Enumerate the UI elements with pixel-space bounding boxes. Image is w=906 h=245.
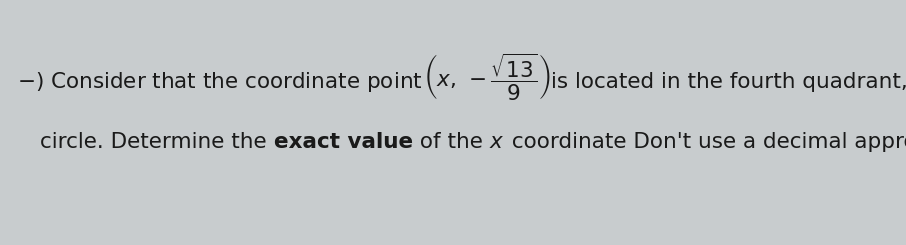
Text: $-$) Consider that the coordinate point: $-$) Consider that the coordinate point [17, 70, 423, 94]
Text: is located in the fourth quadrant, above the unit: is located in the fourth quadrant, above… [551, 72, 906, 92]
Text: coordinate Don't use a decimal approximation.: coordinate Don't use a decimal approxima… [505, 132, 906, 152]
Text: exact value: exact value [274, 132, 412, 152]
Text: $x$: $x$ [489, 132, 505, 152]
Text: of the: of the [412, 132, 489, 152]
Text: $\left(x,\,-\dfrac{\sqrt{13}}{9}\right)$: $\left(x,\,-\dfrac{\sqrt{13}}{9}\right)$ [423, 52, 551, 103]
Text: circle. Determine the: circle. Determine the [40, 132, 274, 152]
